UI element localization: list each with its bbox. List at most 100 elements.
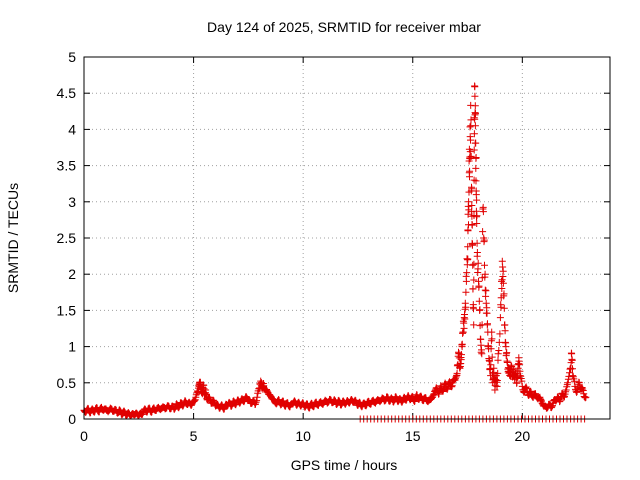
data-point [488,335,496,343]
data-point [190,397,198,405]
data-point [464,227,472,235]
data-point [523,385,531,393]
data-series-srmtid [80,82,590,423]
data-point [472,139,480,147]
data-point [496,314,504,322]
data-point [473,249,481,256]
data-point [253,393,261,401]
data-point [452,373,460,381]
y-tick-label: 3 [68,194,76,210]
data-point [569,365,576,373]
data-point [468,185,476,193]
data-point [503,349,511,357]
data-point [472,164,480,172]
y-tick-label: 5 [68,49,76,65]
data-point [562,388,570,396]
data-point [499,267,507,275]
data-point [504,358,511,366]
data-point [473,212,481,220]
data-point [465,198,473,206]
data-point [469,285,477,293]
data-point [500,290,508,298]
data-point [471,83,479,91]
chart-title: Day 124 of 2025, SRMTID for receiver mba… [207,19,481,35]
data-point [493,382,501,390]
data-point [487,345,495,353]
data-point [484,320,491,328]
data-point [464,243,472,251]
data-point [471,92,479,100]
data-point [573,388,581,395]
data-point [473,196,481,204]
data-point [487,361,495,369]
data-point [481,261,488,269]
data-point [500,304,508,312]
data-point [508,365,516,373]
data-point [472,154,480,161]
data-point [460,324,468,332]
data-point [461,315,469,323]
data-point [516,360,524,368]
data-point [470,146,478,154]
data-point [522,384,530,392]
data-point [499,279,507,287]
data-point [476,306,484,314]
y-tick-label: 1.5 [57,302,77,318]
y-tick-label: 4 [68,121,76,137]
x-tick-label: 10 [295,428,311,444]
data-point [482,287,490,295]
plot-frame [83,56,611,420]
data-point [435,390,443,398]
data-point [470,305,477,313]
data-point [471,122,479,130]
data-point [470,176,478,184]
data-point [473,220,481,227]
data-point [516,372,524,380]
data-point [495,338,503,346]
y-axis-label: SRMTID / TECUs [5,183,21,293]
data-point [494,356,502,364]
data-point [467,136,474,144]
data-point [481,286,489,294]
x-tick-label: 20 [515,428,531,444]
data-point [498,285,506,292]
data-point [260,382,268,390]
data-point [468,202,476,209]
data-point [470,130,478,138]
data-point [252,398,260,406]
data-point [470,260,478,268]
data-point [469,240,476,248]
data-point [488,353,496,361]
data-point [472,110,479,118]
data-point [498,276,506,284]
data-point [473,239,481,247]
data-point [490,364,498,372]
x-tick-label: 5 [190,428,198,444]
data-point [471,102,479,110]
data-point [469,261,477,269]
grid-lines [84,57,610,419]
data-point [480,236,488,244]
data-point [463,269,471,277]
data-point [498,277,505,285]
data-point [579,385,587,393]
data-point [501,327,509,335]
data-point [458,340,466,348]
data-point [462,277,470,285]
data-point [548,403,556,411]
y-tick-label: 1 [68,339,76,355]
data-point [451,376,459,384]
x-axis-label: GPS time / hours [291,457,398,473]
data-point [568,356,576,364]
x-tick-label: 15 [405,428,421,444]
data-point [502,343,510,351]
y-tick-label: 2 [68,266,76,282]
data-point [478,350,486,358]
data-point [139,410,147,418]
data-point [486,357,493,365]
data-point [472,177,480,185]
data-point [466,148,474,156]
y-tick-label: 4.5 [57,85,77,101]
data-point [462,288,470,296]
